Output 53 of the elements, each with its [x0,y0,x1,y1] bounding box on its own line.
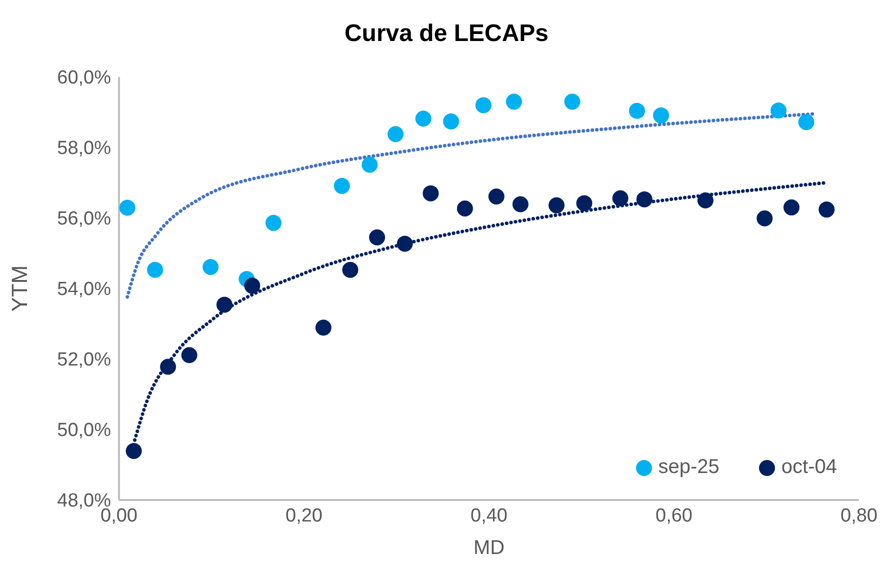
point [798,114,814,130]
legend-label: sep-25 [658,456,720,479]
point [697,192,714,208]
line-series [126,112,814,299]
legend-label: oct-04 [781,456,837,479]
x-axis-title: MD [473,537,505,559]
chart-title: Curva de LECAPs [343,20,550,48]
point [756,210,773,226]
point [126,443,142,460]
point [612,190,628,206]
point [244,278,260,294]
point [443,113,460,130]
point [636,191,652,208]
point [342,262,358,278]
point [216,296,232,313]
point [564,94,580,110]
point [315,320,332,336]
point [506,94,522,110]
point [334,178,350,194]
point [202,258,219,275]
point [475,97,492,114]
point [770,102,787,118]
x-tick-label: 0,80 [840,505,878,526]
point [488,188,504,204]
y-tick-label: 60,0% [57,68,112,89]
y-tick-label: 50,0% [57,420,112,442]
point [576,195,592,212]
x-tick-label: 0,40 [470,505,508,526]
y-axis-title: YTM [6,265,32,312]
point [783,199,800,216]
point [147,262,164,278]
point [160,358,176,375]
y-tick-label: 52,0% [57,350,112,371]
point [512,196,528,212]
point [362,156,378,173]
y-tick-label: 54,0% [57,279,112,300]
point [422,185,439,202]
x-tick-label: 0,20 [286,505,322,526]
point [415,110,432,127]
point [369,229,386,246]
y-tick-label: 58,0% [57,138,112,160]
point [629,102,645,119]
point [388,126,404,142]
point [818,202,835,218]
point [653,107,670,124]
point [396,236,413,252]
point [548,197,565,214]
y-tick-label: 56,0% [57,208,112,230]
point [456,200,473,216]
x-tick-label: 0,60 [656,505,692,526]
point [181,347,198,364]
point [265,214,282,231]
point [119,200,136,216]
